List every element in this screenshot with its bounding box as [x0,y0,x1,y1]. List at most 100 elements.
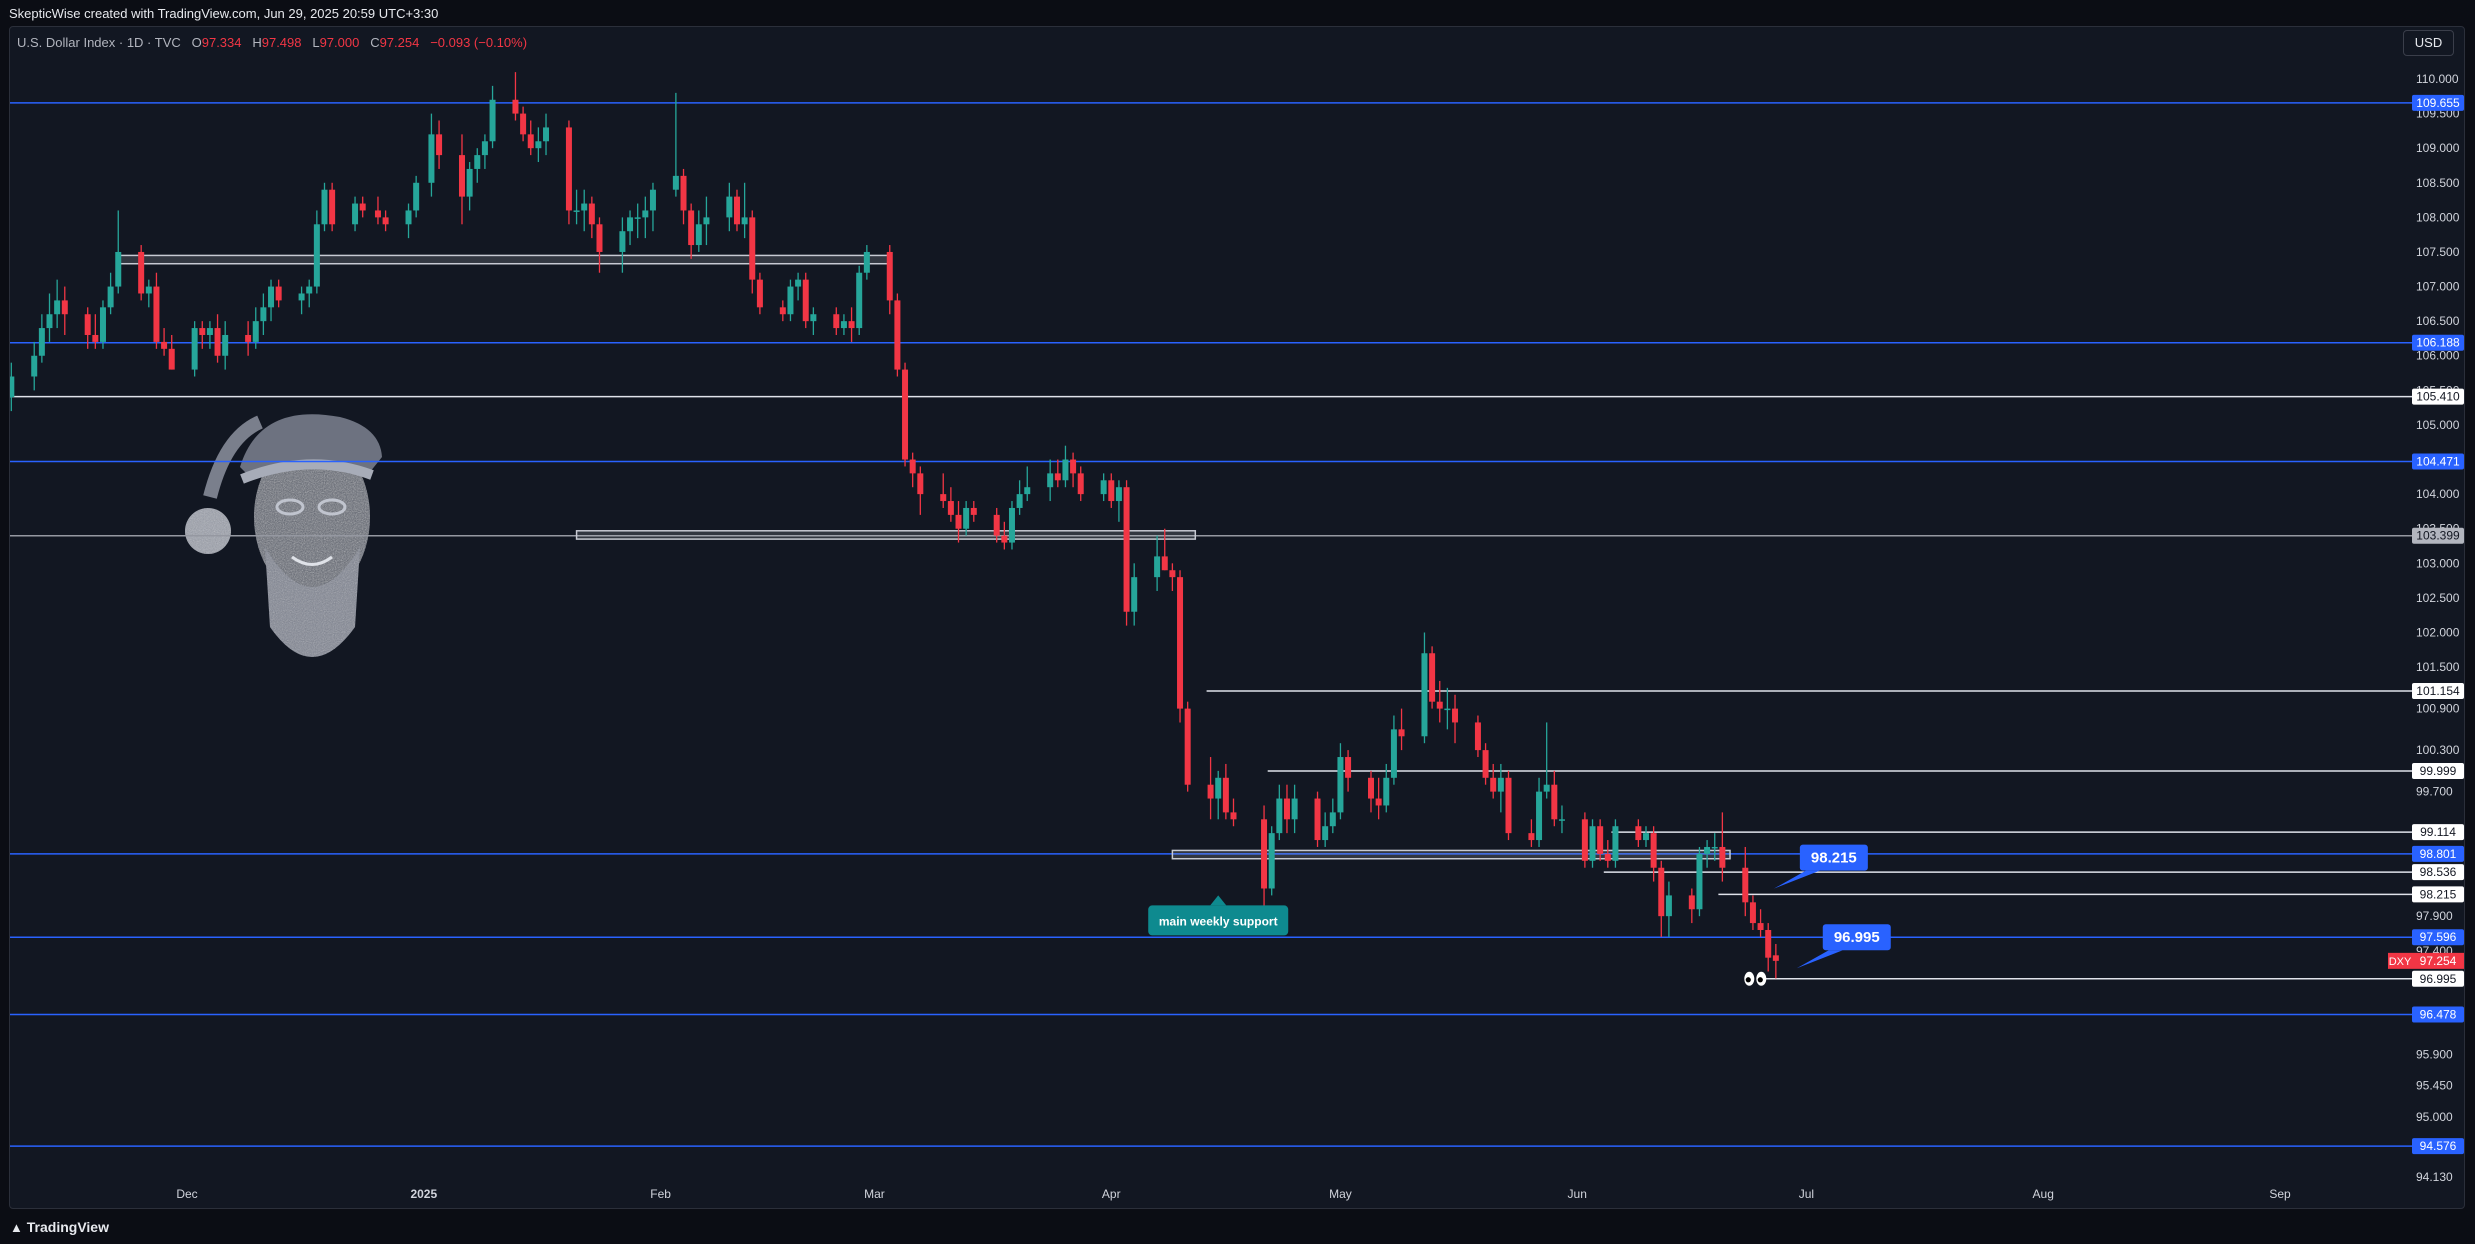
candle [649,182,656,232]
candle-body [1398,729,1405,737]
candle-body [1551,784,1558,820]
candle-body [917,473,924,495]
candle [1016,480,1023,515]
candle [512,72,519,121]
candle-body [1704,846,1711,854]
candle [1604,840,1611,868]
candle [1612,819,1619,868]
legend-low-label: L [312,35,320,50]
candle [902,362,909,467]
candle [1314,791,1321,847]
level-price-label-text: 98.801 [2420,847,2457,861]
candle-body [405,210,412,225]
candle-body [680,175,687,211]
candle-body [31,355,38,377]
candle-body [1490,777,1497,792]
candle [1650,826,1657,882]
tradingview-logo[interactable]: ▲ TradingView [10,1219,109,1235]
candle-body [1749,902,1756,924]
candle [1528,819,1535,847]
y-tick-label: 95.900 [2416,1048,2453,1062]
candle [1215,770,1222,820]
level-price-label: 97.596 [2412,929,2464,946]
candle [1597,819,1604,861]
candle-body [275,286,282,301]
candle [428,113,435,197]
callout-box [1799,844,1868,871]
candle [107,272,114,315]
level-price-label: 98.536 [2412,864,2464,881]
level-price-label-text: 103.399 [2416,529,2460,543]
level-price-label-text: 98.215 [2420,887,2457,901]
candle [359,196,366,218]
candle [1077,466,1084,502]
candle [993,507,1000,543]
candle [779,300,786,322]
candle-body [1597,826,1604,854]
price-tag-text: 97.254 [2420,954,2457,968]
candle-body [222,334,229,356]
candle-body [1070,459,1077,474]
candle-body [848,321,855,329]
level-price-label: 101.154 [2412,683,2464,700]
candle [886,245,893,315]
candle [963,501,970,536]
price-chart[interactable]: 110.000109.500109.000108.500108.000107.5… [10,27,2465,1209]
current-price-tag: DXY 97.254 [2388,952,2464,969]
candle [1070,452,1077,488]
candle-body [1367,777,1374,799]
currency-button[interactable]: USD [2403,30,2454,56]
candle [1505,770,1512,841]
candle [527,120,534,156]
candle [1436,680,1443,723]
eye-pupil [1757,977,1763,983]
candle [1474,715,1481,758]
level-price-label-bg [2412,1006,2464,1023]
candle [672,92,679,197]
candle-body [642,210,649,218]
candle [543,113,550,156]
candle [1337,743,1344,820]
candle [306,279,313,308]
candle-body [1115,487,1122,502]
candle-body [840,321,847,329]
candle [99,300,106,349]
candle [1642,826,1649,847]
y-tick-label: 94.130 [2416,1170,2453,1184]
chart-panel[interactable]: 110.000 109.500 109.000 108.500 108.000 107.5… [9,26,2465,1209]
candle [1772,943,1779,979]
candle-body [1658,867,1665,917]
candle [1398,708,1405,751]
candle-body [214,328,221,356]
callout-text: 98.215 [1811,850,1857,867]
candle [1367,770,1374,813]
candle [321,182,328,232]
y-tick-label: 101.500 [2416,660,2460,674]
candle-body [1612,826,1619,861]
candle [695,210,702,252]
candle-body [1222,777,1229,813]
y-tick-label: 109.000 [2416,141,2460,155]
candle-body [1047,473,1054,488]
candle-body [428,134,435,183]
candle-body [458,155,465,197]
candle-body [795,279,802,287]
candle-body [436,134,443,156]
candle-body [581,203,588,211]
candle-body [374,210,381,218]
candle-body [1375,798,1382,806]
candle-body [1429,653,1436,702]
candle [833,307,840,335]
y-tick-label: 102.000 [2416,625,2460,639]
y-tick-label: 99.700 [2416,785,2453,799]
candle-body [634,217,641,219]
candle-body [1604,853,1611,861]
candle [1375,777,1382,820]
candle-body [466,168,473,197]
candle-body [672,175,679,190]
candle-body [1001,535,1008,543]
candle-body [1719,846,1726,868]
candle [573,189,580,225]
candle-body [1436,701,1443,709]
candle [955,501,962,543]
